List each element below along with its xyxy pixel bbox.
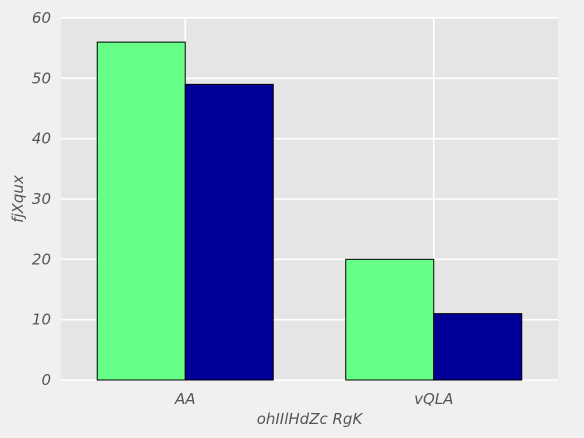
y-axis: 0 10 20 30 40 50 60 xyxy=(32,9,51,389)
y-tick-label: 0 xyxy=(41,371,51,389)
x-tick-label: AA xyxy=(174,390,196,408)
bar-series-2-aa xyxy=(184,83,274,381)
y-tick-label: 60 xyxy=(32,9,51,27)
y-tick-label: 50 xyxy=(32,69,51,87)
bars xyxy=(96,41,523,381)
bar-series-1-aa xyxy=(96,41,186,381)
x-tick-label: vQLA xyxy=(414,390,453,408)
y-tick-label: 30 xyxy=(32,190,51,208)
y-tick-label: 40 xyxy=(32,130,51,148)
y-tick-label: 20 xyxy=(32,250,51,268)
bar-series-1-vqla xyxy=(345,258,435,381)
x-axis-label: ohIIlHdZc RgK xyxy=(257,410,364,428)
x-axis: AA vQLA xyxy=(174,390,453,408)
bar-series-2-vqla xyxy=(433,313,523,381)
y-axis-label: fjXqux xyxy=(9,175,27,223)
y-tick-label: 10 xyxy=(32,311,51,329)
